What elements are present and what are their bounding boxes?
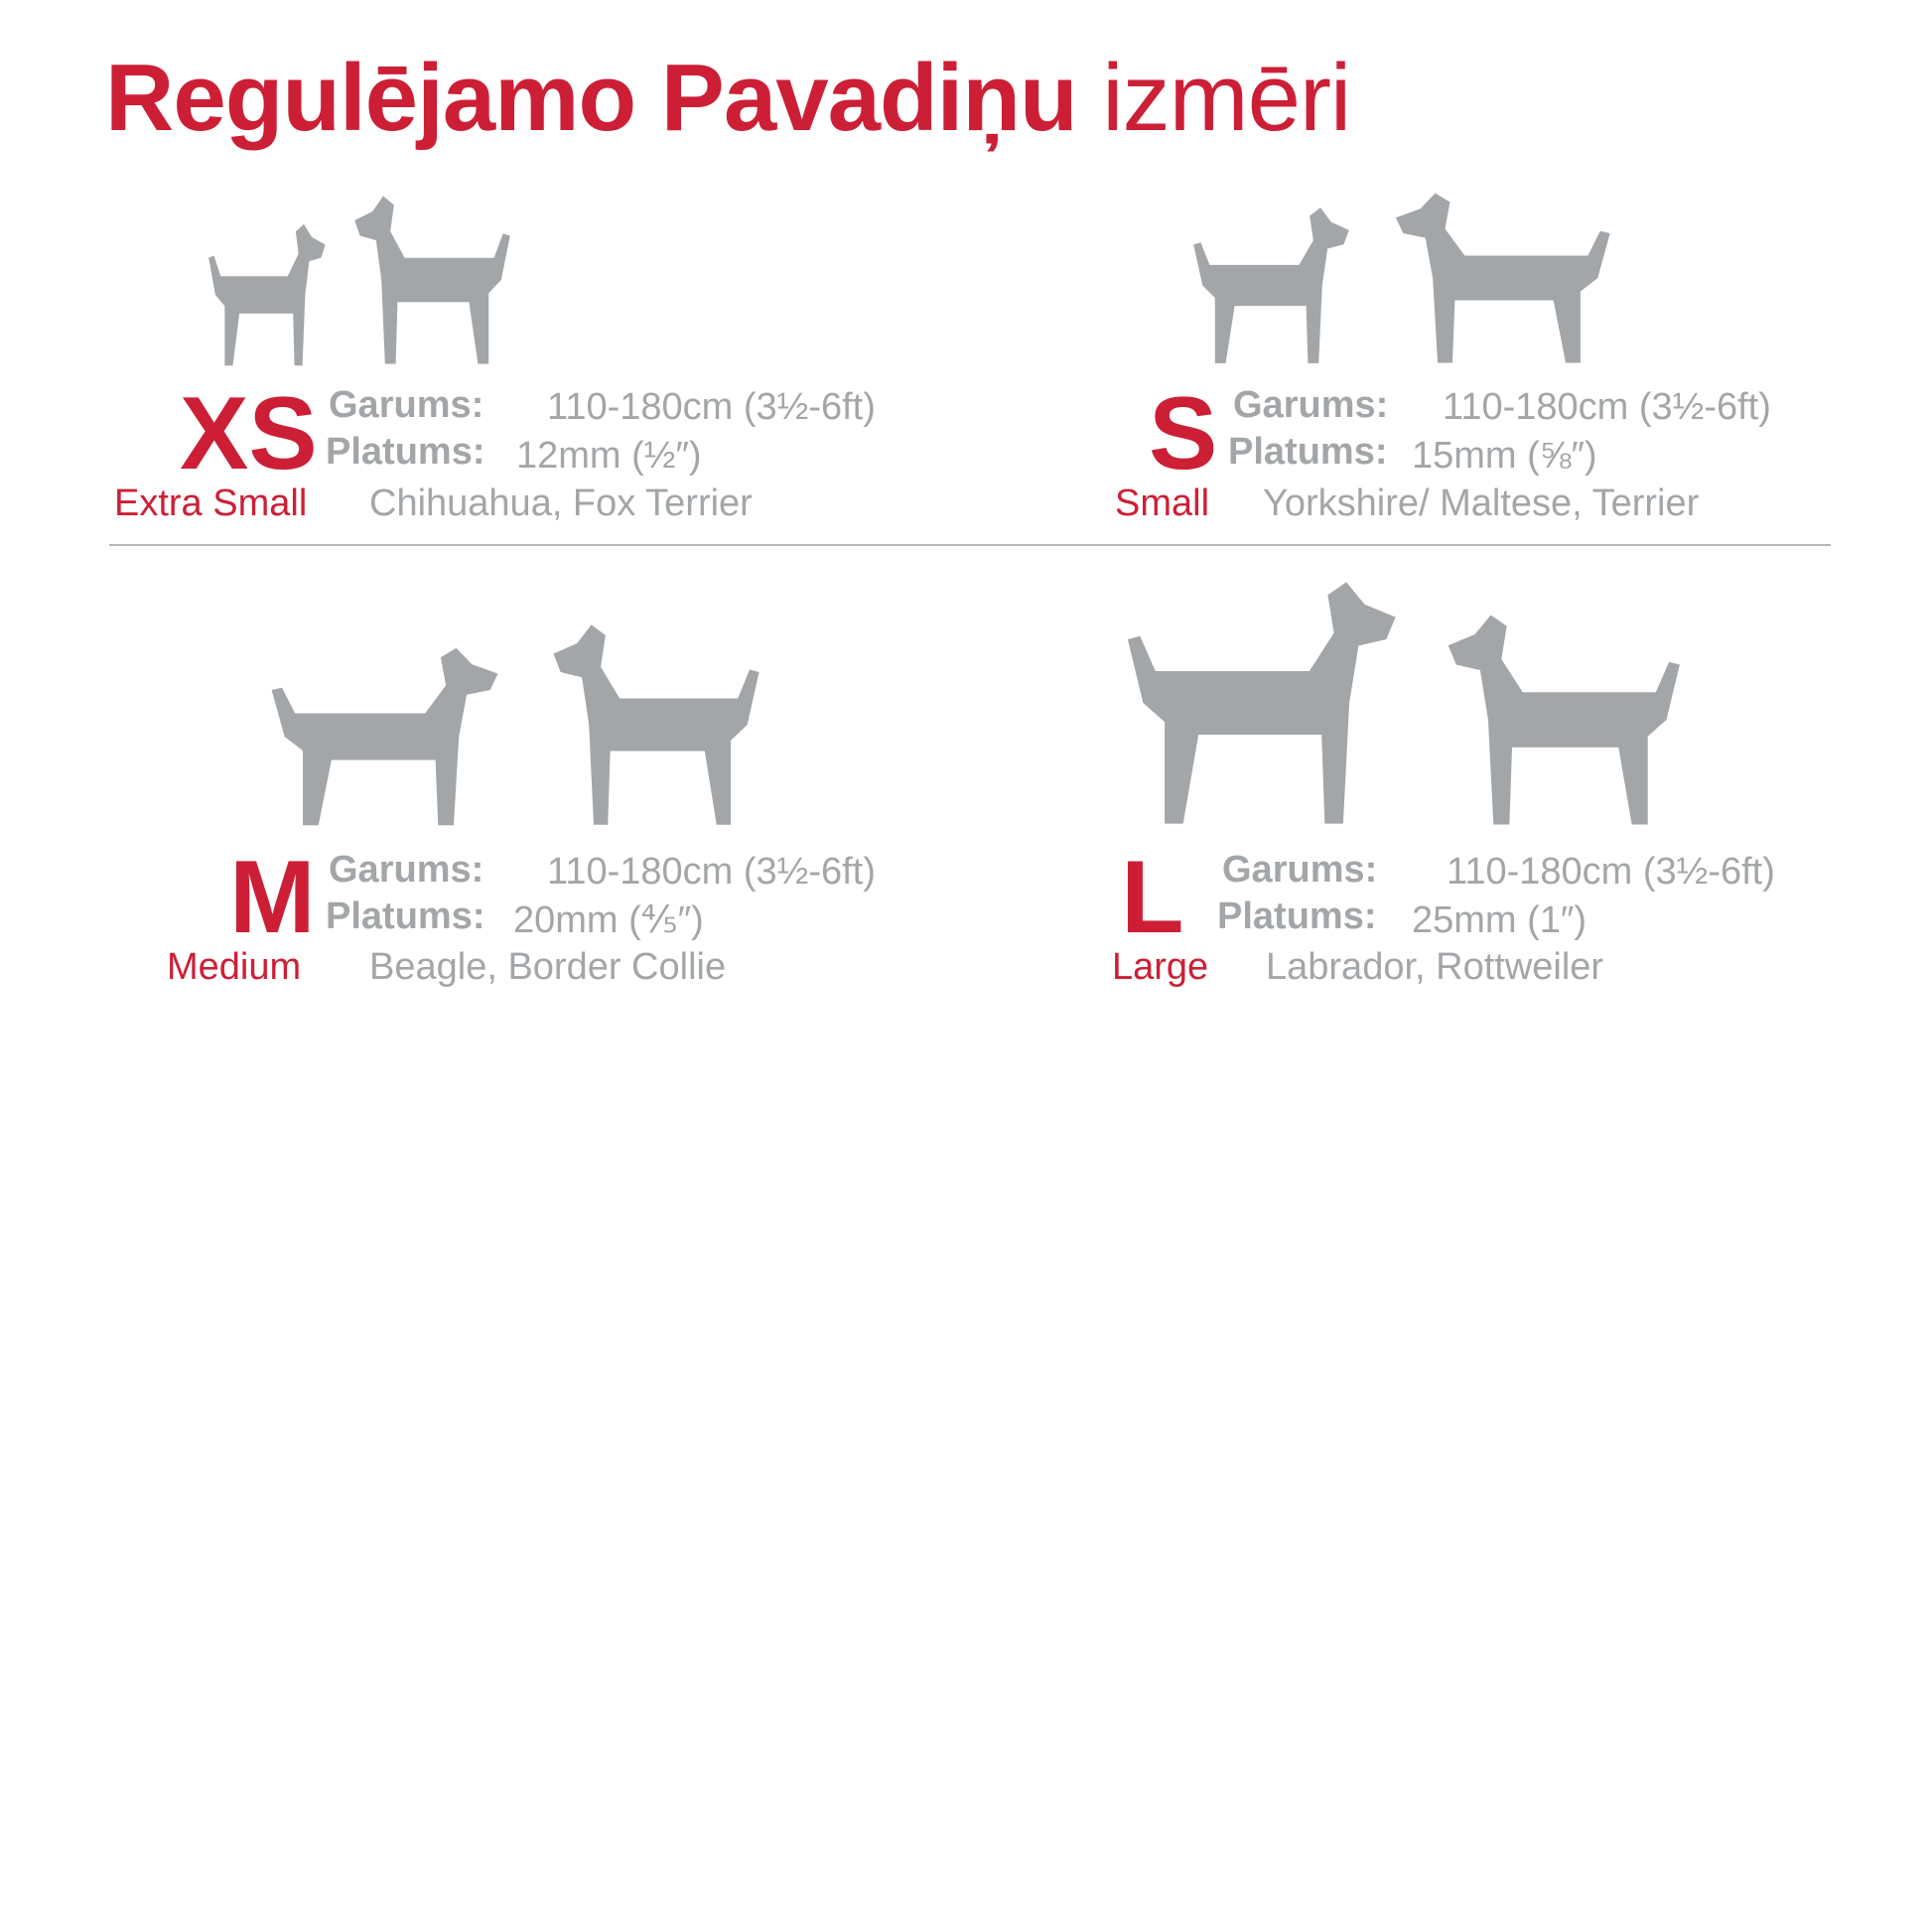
width-label: Platums: — [1217, 896, 1377, 937]
length-value: 110-180cm (3½-6ft) — [1443, 386, 1771, 428]
title-bold: Regulējamo Pavadiņu — [105, 45, 1078, 151]
fox-terrier-silhouette-icon — [354, 196, 510, 364]
length-label: Garums: — [329, 384, 484, 426]
breeds: Yorkshire/ Maltese, Terrier — [1263, 483, 1700, 524]
length-value: 110-180cm (3½-6ft) — [547, 386, 876, 428]
yorkshire-silhouette-icon — [1193, 207, 1349, 363]
chihuahua-silhouette-icon — [208, 223, 326, 366]
border-collie-silhouette-icon — [553, 624, 759, 825]
width-label: Platums: — [326, 896, 485, 937]
width-value: 12mm (½″) — [516, 435, 702, 477]
size-name: Large — [1112, 946, 1209, 988]
size-name: Medium — [167, 946, 302, 988]
width-value: 15mm (⅝″) — [1412, 435, 1597, 477]
length-value: 110-180cm (3½-6ft) — [547, 851, 876, 893]
page-title: Regulējamo Pavadiņu izmēri — [105, 44, 1351, 153]
title-light: izmēri — [1102, 45, 1351, 151]
scottish-terrier-silhouette-icon — [1395, 193, 1610, 363]
width-value: 25mm (1″) — [1412, 899, 1587, 941]
divider — [109, 544, 1831, 546]
labrador-silhouette-icon — [1127, 582, 1396, 824]
breeds: Beagle, Border Collie — [369, 946, 727, 988]
beagle-silhouette-icon — [271, 647, 498, 826]
size-code-l: L — [1121, 840, 1184, 955]
width-label: Platums: — [1228, 431, 1388, 473]
size-name: Extra Small — [114, 483, 308, 524]
size-code-xs: XS — [180, 376, 318, 491]
breeds: Chihuahua, Fox Terrier — [369, 483, 753, 524]
rottweiler-silhouette-icon — [1448, 615, 1680, 825]
length-value: 110-180cm (3½-6ft) — [1447, 851, 1775, 893]
size-code-s: S — [1149, 376, 1218, 491]
width-value: 20mm (⅘″) — [513, 899, 704, 941]
size-name: Small — [1115, 483, 1210, 524]
length-label: Garums: — [1233, 384, 1389, 426]
width-label: Platums: — [326, 431, 485, 473]
breeds: Labrador, Rottweiler — [1266, 946, 1604, 988]
length-label: Garums: — [1222, 849, 1378, 891]
length-label: Garums: — [329, 849, 484, 891]
size-code-m: M — [229, 840, 316, 955]
